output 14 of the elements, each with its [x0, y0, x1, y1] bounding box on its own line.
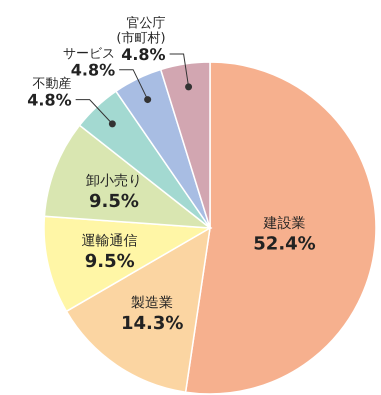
- slice-label: サービス: [63, 46, 116, 62]
- slice-label: 不動産: [32, 76, 72, 92]
- data-label: 52.4%: [253, 234, 316, 255]
- slice-label: 運輸通信: [82, 233, 138, 250]
- data-label: 9.5%: [89, 190, 139, 212]
- slice-label: 官公庁 (市町村): [116, 15, 166, 46]
- slice-label: 建設業: [262, 216, 306, 232]
- slice-label: 卸小売り: [86, 172, 142, 189]
- data-label: 4.8%: [70, 60, 116, 80]
- data-label: 4.8%: [121, 45, 166, 64]
- slice-label: 製造業: [131, 295, 174, 312]
- data-label: 9.5%: [84, 251, 135, 272]
- data-label: 14.3%: [120, 313, 184, 334]
- data-label: 4.8%: [27, 90, 72, 110]
